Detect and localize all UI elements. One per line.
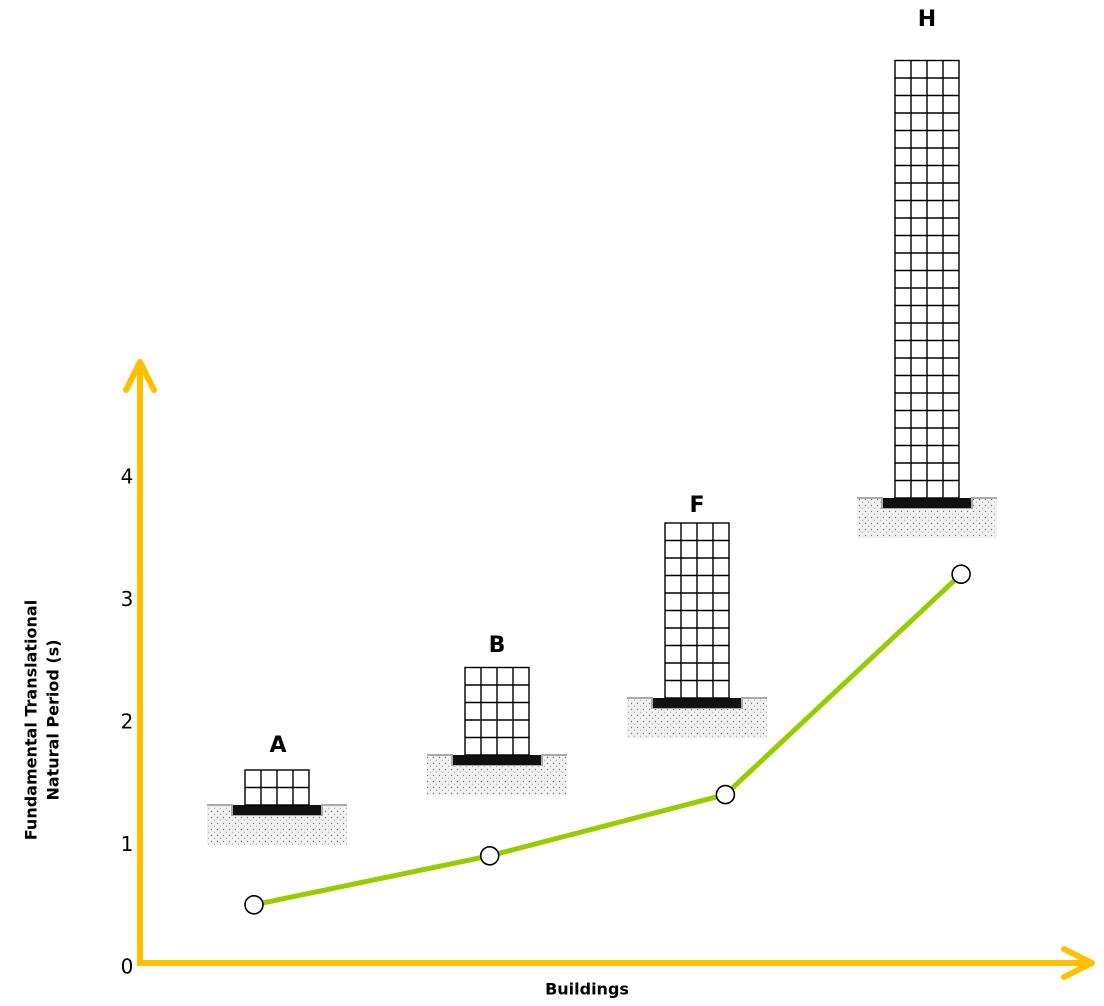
y-tick-label: 1	[121, 832, 134, 856]
data-point	[479, 845, 500, 866]
x-axis-label: Buildings	[545, 980, 629, 999]
category-label: A	[269, 733, 286, 758]
data-line	[253, 572, 963, 908]
building	[664, 522, 730, 699]
building	[244, 769, 310, 806]
data-point	[244, 894, 264, 915]
data-point	[715, 784, 736, 805]
foundation	[453, 755, 541, 765]
y-tick-label: 2	[121, 710, 134, 734]
building	[894, 59, 960, 499]
building	[464, 666, 530, 756]
foundation	[233, 805, 321, 815]
data-point	[951, 564, 971, 584]
y-tick-label: 3	[121, 587, 134, 611]
y-tick-label: 4	[121, 465, 134, 489]
foundation	[653, 698, 741, 708]
foundation	[883, 498, 971, 508]
y-axis-label-line: Fundamental Translational	[22, 600, 41, 840]
y-tick-label: 0	[121, 955, 134, 979]
y-axis-arrow	[123, 359, 157, 393]
y-axis-label-line: Natural Period (s)	[44, 639, 63, 800]
y-axis-label: Fundamental Translational Natural Period…	[22, 600, 63, 840]
category-label: B	[489, 633, 506, 658]
category-label: F	[689, 493, 704, 518]
x-axis-arrow	[1061, 946, 1095, 980]
category-label: H	[918, 7, 936, 32]
